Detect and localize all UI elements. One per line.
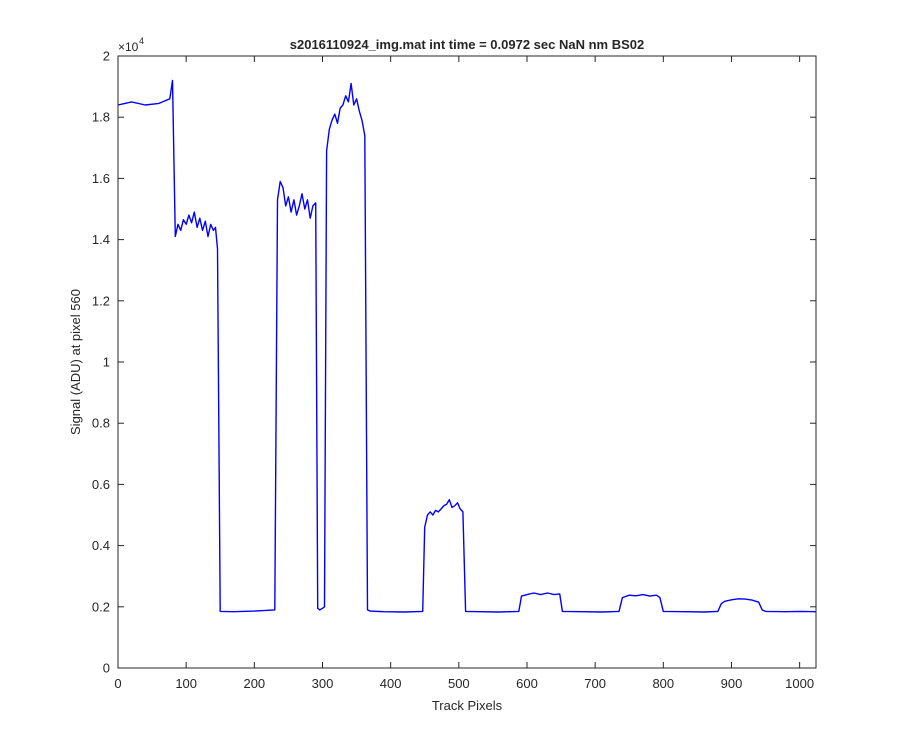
y-tick-label: 0.6 bbox=[92, 477, 110, 492]
y-tick-label: 0 bbox=[103, 661, 110, 676]
series-layer bbox=[117, 79, 817, 613]
y-tick-label: 1.2 bbox=[92, 293, 110, 308]
x-tick-label: 1000 bbox=[785, 676, 814, 691]
x-tick-label: 700 bbox=[584, 676, 606, 691]
y-tick-label: 1.6 bbox=[92, 171, 110, 186]
x-tick-label: 500 bbox=[448, 676, 470, 691]
x-tick-label: 0 bbox=[114, 676, 121, 691]
chart-title: s2016110924_img.mat int time = 0.0972 se… bbox=[290, 37, 644, 52]
series-line-0 bbox=[117, 79, 817, 613]
x-tick-label: 600 bbox=[516, 676, 538, 691]
y-axis-exponent-multiplier: ×10 bbox=[118, 40, 139, 54]
y-tick-label: 1 bbox=[103, 355, 110, 370]
x-tick-label: 200 bbox=[243, 676, 265, 691]
plot-area bbox=[118, 56, 816, 668]
y-tick-label: 0.8 bbox=[92, 416, 110, 431]
x-tick-label: 300 bbox=[312, 676, 334, 691]
y-tick-label: 1.4 bbox=[92, 232, 110, 247]
x-tick-label: 800 bbox=[652, 676, 674, 691]
x-axis-label: Track Pixels bbox=[432, 698, 503, 713]
y-tick-label: 0.2 bbox=[92, 599, 110, 614]
y-tick-label: 1.8 bbox=[92, 110, 110, 125]
y-axis-exponent-power: 4 bbox=[139, 36, 144, 46]
x-tick-label: 400 bbox=[380, 676, 402, 691]
x-tick-label: 900 bbox=[721, 676, 743, 691]
x-tick-label: 100 bbox=[175, 676, 197, 691]
y-axis-ticks: 0 0.2 0.4 0.6 0.8 1 1.2 1.4 1.6 1.8 2 bbox=[92, 49, 816, 676]
y-tick-label: 0.4 bbox=[92, 538, 110, 553]
y-axis-label: Signal (ADU) at pixel 560 bbox=[68, 289, 83, 435]
x-axis-ticks: 0 100 200 300 400 500 600 700 800 900 1000 bbox=[114, 56, 814, 691]
y-tick-label: 2 bbox=[103, 49, 110, 64]
